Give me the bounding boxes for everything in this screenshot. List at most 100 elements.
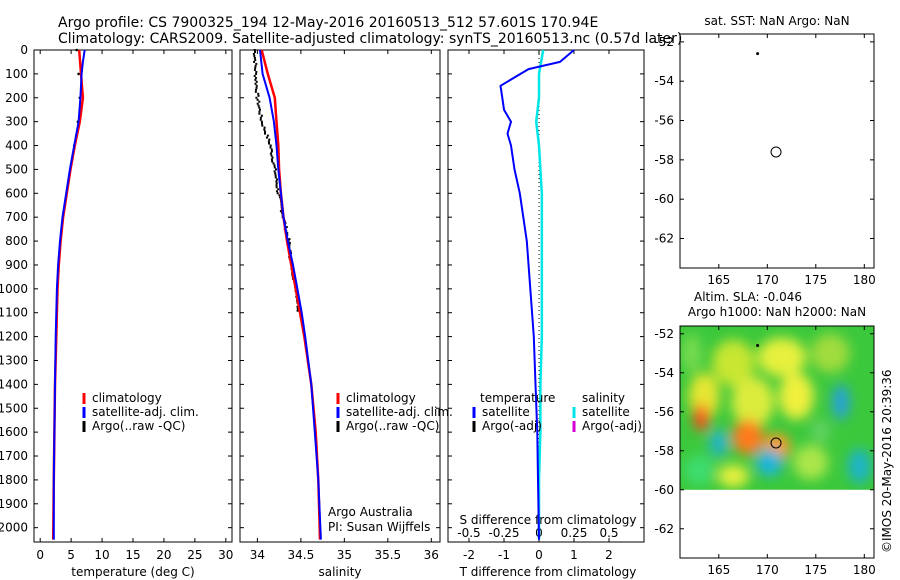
argo-salinity-point xyxy=(275,184,278,187)
argo-salinity-point xyxy=(266,134,269,137)
argo-salinity-point xyxy=(255,72,258,75)
argo-salinity-point xyxy=(264,132,266,135)
argo-salinity-point xyxy=(276,192,279,195)
depth-tick-label: 400 xyxy=(5,139,28,153)
argo-salinity-point xyxy=(255,62,258,65)
sla-anomaly-blob xyxy=(755,448,783,477)
sla-title-line-2: Argo h1000: NaN h2000: NaN xyxy=(688,305,866,319)
argo-salinity-point xyxy=(255,86,258,89)
legend-s-argo-label: Argo(-adj) xyxy=(582,419,642,433)
sla-map-lat-tick-label: -62 xyxy=(654,522,674,536)
sla-map-frame xyxy=(679,325,875,559)
sst-map-lon-tick-label: 180 xyxy=(853,273,876,287)
sla-map-profile-position xyxy=(770,437,782,449)
salinity-tick-label: 35.5 xyxy=(374,548,401,562)
legend-climatology-sal-label: climatology xyxy=(346,391,416,405)
argo-salinity-point xyxy=(254,82,257,85)
sla-map-previous-position xyxy=(756,343,760,347)
argo-salinity-point xyxy=(267,140,270,143)
sla-anomaly-blob xyxy=(731,376,775,428)
depth-tick-label: 1300 xyxy=(0,353,28,367)
temperature-tick-label: 0 xyxy=(36,548,44,562)
sst-map-frame xyxy=(679,33,875,269)
argo-salinity-point xyxy=(269,144,272,147)
sla-anomaly-blob xyxy=(732,419,764,455)
legend-s-satellite-label: satellite xyxy=(582,405,630,419)
temperature-tick-label: 10 xyxy=(94,548,109,562)
legend-t-satellite-label: satellite xyxy=(482,405,530,419)
depth-tick-label: 800 xyxy=(5,234,28,248)
legend-salinity-header: salinity xyxy=(582,391,625,405)
argo-salinity-point xyxy=(256,98,259,101)
depth-tick-label: 0 xyxy=(20,43,28,57)
sla-map-lat-tick-label: -60 xyxy=(654,483,674,497)
argo-salinity-point xyxy=(263,128,266,131)
depth-tick-label: 1000 xyxy=(0,282,28,296)
argo-salinity-point xyxy=(253,55,256,57)
argo-salinity-point xyxy=(254,64,257,67)
sla-map-lat-tick-label: -56 xyxy=(654,405,674,419)
argo-salinity-point xyxy=(276,190,278,193)
sst-map-lat-tick-label: -56 xyxy=(654,114,674,128)
pi-label: PI: Susan Wijffels xyxy=(328,520,430,534)
salinity-diff-line xyxy=(534,49,545,540)
legend-argo-label: Argo(..raw -QC) xyxy=(92,419,185,433)
sst-map-lon-tick-label: 165 xyxy=(707,273,730,287)
salinity-axis-label: salinity xyxy=(318,565,361,579)
argo-salinity-point xyxy=(253,74,256,77)
argo-salinity-point xyxy=(253,57,256,59)
sst-map-lat-tick-label: -62 xyxy=(654,232,674,246)
sst-map-previous-position xyxy=(756,52,760,56)
depth-tick-label: 600 xyxy=(5,186,28,200)
depth-tick-label: 100 xyxy=(5,67,28,81)
argo-salinity-point xyxy=(274,172,277,175)
sst-map-title: sat. SST: NaN Argo: NaN xyxy=(704,14,849,28)
argo-salinity-point xyxy=(274,174,277,177)
argo-salinity-point xyxy=(254,59,257,61)
depth-tick-label: 900 xyxy=(5,258,28,272)
tdiff-tick-label: -1 xyxy=(498,548,510,562)
sla-anomaly-blob xyxy=(832,384,850,420)
argo-salinity-point xyxy=(260,120,263,123)
argo-salinity-point xyxy=(253,60,256,63)
salinity-tick-label: 34.5 xyxy=(288,548,315,562)
sla-anomaly-blob xyxy=(683,454,715,486)
argo-salinity-point xyxy=(270,150,273,153)
sla-heatmap-field xyxy=(680,326,874,490)
sla-anomaly-blob xyxy=(778,372,814,420)
sst-map-lat-tick-label: -58 xyxy=(654,153,674,167)
depth-tick-label: 1600 xyxy=(0,425,28,439)
sst-map-profile-position xyxy=(770,146,782,158)
sdiff-tick-label: -0.5 xyxy=(457,526,480,540)
argo-salinity-point xyxy=(276,178,279,181)
temperature-axis-label: temperature (deg C) xyxy=(71,565,194,579)
argo-salinity-point xyxy=(257,104,260,107)
depth-tick-label: 1700 xyxy=(0,449,28,463)
depth-tick-label: 500 xyxy=(5,162,28,176)
sst-map-lat-tick-label: -54 xyxy=(654,74,674,88)
argo-salinity-point xyxy=(261,122,263,125)
argo-salinity-point xyxy=(273,170,276,173)
argo-salinity-point xyxy=(288,242,291,245)
argo-salinity-point xyxy=(271,160,274,163)
argo-salinity-point xyxy=(255,70,258,73)
argo-salinity-point xyxy=(269,152,272,155)
header-line-2: Climatology: CARS2009. Satellite-adjuste… xyxy=(58,31,682,47)
sla-map-lon-tick-label: 170 xyxy=(756,563,779,577)
legend-climatology-label: climatology xyxy=(92,391,162,405)
argo-salinity-point xyxy=(253,68,256,71)
temperature-tick-label: 15 xyxy=(125,548,140,562)
sla-field-anomalies xyxy=(681,333,872,488)
argo-salinity-point xyxy=(257,92,260,95)
argo-salinity-point xyxy=(259,116,262,119)
argo-salinity-point xyxy=(268,138,271,141)
data-source-label: Argo Australia xyxy=(328,505,413,519)
tdiff-tick-label: 1 xyxy=(570,548,578,562)
depth-tick-label: 200 xyxy=(5,91,28,105)
temperature-tick-label: 30 xyxy=(218,548,233,562)
argo-salinity-point xyxy=(258,110,261,113)
argo-salinity-point xyxy=(258,100,261,103)
tdiff-tick-label: -2 xyxy=(463,548,475,562)
